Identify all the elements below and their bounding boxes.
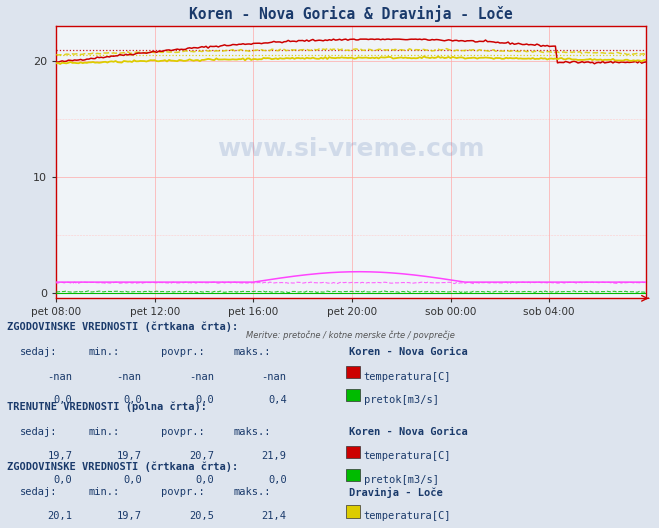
Text: Koren - Nova Gorica: Koren - Nova Gorica — [349, 427, 468, 437]
Text: 20,1: 20,1 — [47, 511, 72, 521]
Bar — [346, 366, 360, 378]
Text: temperatura[C]: temperatura[C] — [364, 372, 451, 382]
Text: Meritve: pretočne / kotne merske črte / povprečje: Meritve: pretočne / kotne merske črte / … — [246, 331, 455, 341]
Text: 19,7: 19,7 — [47, 451, 72, 461]
Text: 0,0: 0,0 — [123, 475, 142, 485]
Bar — [346, 389, 360, 401]
Text: min.:: min.: — [89, 487, 120, 497]
Text: ZGODOVINSKE VREDNOSTI (črtkana črta):: ZGODOVINSKE VREDNOSTI (črtkana črta): — [7, 461, 238, 472]
Text: 19,7: 19,7 — [117, 511, 142, 521]
Title: Koren - Nova Gorica & Dravinja - Loče: Koren - Nova Gorica & Dravinja - Loče — [189, 6, 513, 23]
Text: 0,0: 0,0 — [54, 395, 72, 405]
Text: 0,0: 0,0 — [123, 395, 142, 405]
Text: 0,0: 0,0 — [196, 475, 214, 485]
Text: -nan: -nan — [47, 372, 72, 382]
Text: sedaj:: sedaj: — [20, 487, 57, 497]
Text: temperatura[C]: temperatura[C] — [364, 451, 451, 461]
Text: maks.:: maks.: — [234, 487, 272, 497]
Text: 0,0: 0,0 — [196, 395, 214, 405]
Text: 0,0: 0,0 — [54, 475, 72, 485]
Text: povpr.:: povpr.: — [161, 347, 205, 357]
Text: povpr.:: povpr.: — [161, 427, 205, 437]
Text: -nan: -nan — [189, 372, 214, 382]
Text: www.si-vreme.com: www.si-vreme.com — [217, 137, 484, 161]
Text: 0,4: 0,4 — [268, 395, 287, 405]
Text: Dravinja - Loče: Dravinja - Loče — [349, 487, 443, 498]
Text: 19,7: 19,7 — [117, 451, 142, 461]
Text: pretok[m3/s]: pretok[m3/s] — [364, 475, 439, 485]
Bar — [346, 446, 360, 458]
Text: -nan: -nan — [262, 372, 287, 382]
Text: 0,0: 0,0 — [268, 475, 287, 485]
Text: 20,7: 20,7 — [189, 451, 214, 461]
Text: min.:: min.: — [89, 347, 120, 357]
Text: sedaj:: sedaj: — [20, 427, 57, 437]
Text: TRENUTNE VREDNOSTI (polna črta):: TRENUTNE VREDNOSTI (polna črta): — [7, 402, 206, 412]
Text: temperatura[C]: temperatura[C] — [364, 511, 451, 521]
Text: 20,5: 20,5 — [189, 511, 214, 521]
Bar — [346, 469, 360, 481]
Text: pretok[m3/s]: pretok[m3/s] — [364, 395, 439, 405]
Text: maks.:: maks.: — [234, 347, 272, 357]
Text: 21,9: 21,9 — [262, 451, 287, 461]
Text: sedaj:: sedaj: — [20, 347, 57, 357]
Text: -nan: -nan — [117, 372, 142, 382]
Text: 21,4: 21,4 — [262, 511, 287, 521]
Text: povpr.:: povpr.: — [161, 487, 205, 497]
Text: maks.:: maks.: — [234, 427, 272, 437]
Text: Koren - Nova Gorica: Koren - Nova Gorica — [349, 347, 468, 357]
Bar — [346, 505, 360, 517]
Text: ZGODOVINSKE VREDNOSTI (črtkana črta):: ZGODOVINSKE VREDNOSTI (črtkana črta): — [7, 322, 238, 332]
Text: min.:: min.: — [89, 427, 120, 437]
